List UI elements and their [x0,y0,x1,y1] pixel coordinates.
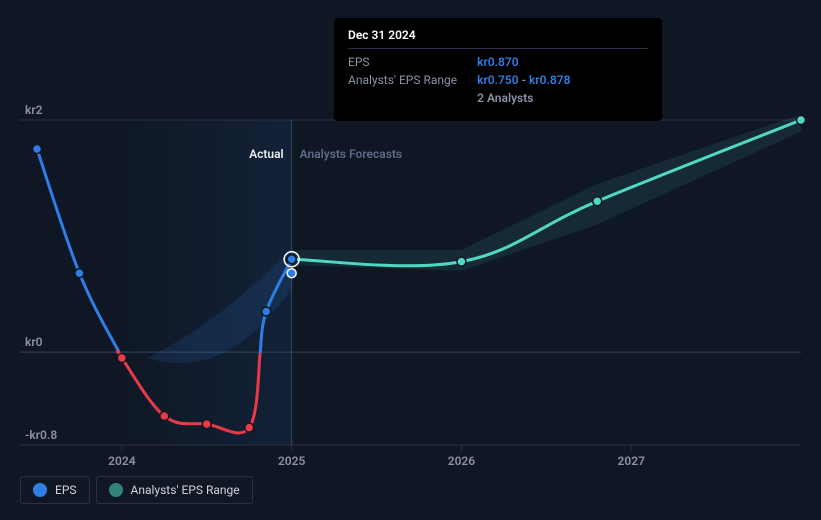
tooltip-analysts: 2 Analysts [477,89,570,107]
svg-text:kr2: kr2 [25,103,43,117]
tooltip-date: Dec 31 2024 [348,28,648,49]
legend-label-range: Analysts' EPS Range [131,483,240,497]
svg-text:2027: 2027 [618,454,646,468]
legend-label-eps: EPS [55,483,77,497]
svg-text:kr0: kr0 [25,335,43,349]
tooltip-range-low: kr0.750 [477,73,518,87]
legend-swatch-range [109,483,123,497]
tooltip-range-label: Analysts' EPS Range [348,71,477,89]
chart-tooltip: Dec 31 2024 EPS kr0.870 Analysts' EPS Ra… [334,18,662,121]
svg-text:Actual: Actual [249,147,284,161]
tooltip-range-high: kr0.878 [529,73,570,87]
svg-text:2026: 2026 [448,454,476,468]
svg-text:-kr0.8: -kr0.8 [25,428,57,442]
eps-forecast-chart: kr2 kr0 -kr0.8 2024 2025 2026 2027 Actual Analys… [0,0,821,520]
svg-text:2024: 2024 [108,454,136,468]
tooltip-range-sep: - [519,73,529,87]
chart-legend: EPS Analysts' EPS Range [20,476,253,504]
tooltip-eps-label: EPS [348,53,477,71]
legend-item-range[interactable]: Analysts' EPS Range [96,476,253,504]
legend-item-eps[interactable]: EPS [20,476,90,504]
svg-text:2025: 2025 [278,454,306,468]
svg-text:Analysts Forecasts: Analysts Forecasts [300,147,402,161]
tooltip-eps-value: kr0.870 [477,53,570,71]
legend-swatch-eps [33,483,47,497]
